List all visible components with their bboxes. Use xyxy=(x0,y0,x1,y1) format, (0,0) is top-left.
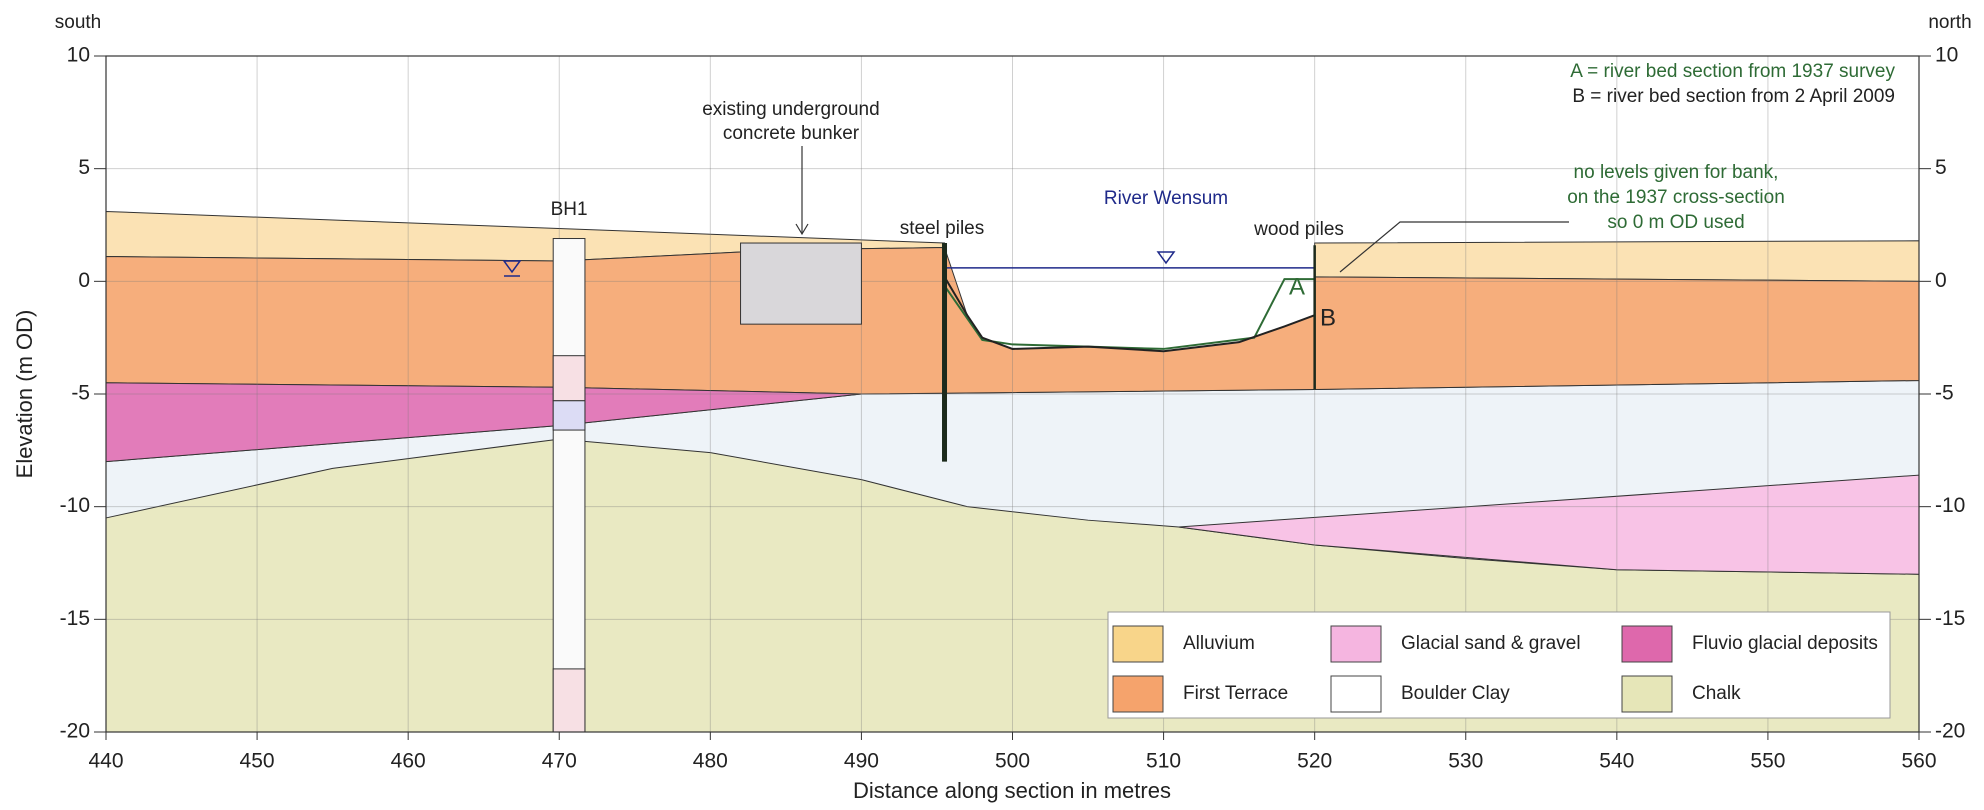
note: no levels given for bank, xyxy=(1574,162,1779,183)
y-tick-label: -20 xyxy=(60,720,90,743)
y2-tick-label: -20 xyxy=(1935,720,1965,743)
legend-label: Glacial sand & gravel xyxy=(1401,633,1581,654)
legend-swatch xyxy=(1622,676,1672,712)
note: on the 1937 cross-section xyxy=(1567,187,1785,208)
note: so 0 m OD used xyxy=(1607,212,1744,233)
y-tick-label: -10 xyxy=(60,494,90,517)
borehole-label: BH1 xyxy=(551,199,588,220)
y2-tick-label: -15 xyxy=(1935,607,1965,630)
y2-tick-label: 10 xyxy=(1935,44,1958,67)
direction-label: north xyxy=(1928,12,1971,33)
y-tick-label: 10 xyxy=(67,44,90,67)
x-tick-label: 450 xyxy=(240,750,275,773)
y2-tick-label: 0 xyxy=(1935,269,1947,292)
x-tick-label: 560 xyxy=(1901,750,1936,773)
pile-label: wood piles xyxy=(1253,219,1344,240)
legend-swatch xyxy=(1331,676,1381,712)
page: south north Distance along section in me… xyxy=(0,0,1984,805)
x-tick-label: 550 xyxy=(1750,750,1785,773)
legend-swatch xyxy=(1113,626,1163,662)
borehole-segment xyxy=(553,356,585,401)
y2-tick-label: -5 xyxy=(1935,382,1954,405)
direction-label: south xyxy=(55,12,101,33)
legend-swatch xyxy=(1331,626,1381,662)
y-axis-title: Elevation (m OD) xyxy=(12,310,37,479)
x-tick-label: 440 xyxy=(88,750,123,773)
x-tick-label: 490 xyxy=(844,750,879,773)
y2-tick-label: 5 xyxy=(1935,156,1947,179)
legend-label: Chalk xyxy=(1692,683,1741,704)
legend-label: Boulder Clay xyxy=(1401,683,1510,704)
legend-swatch xyxy=(1113,676,1163,712)
river-bed-label: B xyxy=(1320,304,1336,331)
y2-tick-label: -10 xyxy=(1935,494,1965,517)
y-tick-label: 0 xyxy=(78,269,90,292)
x-tick-label: 510 xyxy=(1146,750,1181,773)
x-tick-label: 530 xyxy=(1448,750,1483,773)
bunker-label: existing underground xyxy=(702,99,879,120)
bunker xyxy=(741,243,862,324)
x-tick-label: 540 xyxy=(1599,750,1634,773)
borehole-segment xyxy=(553,669,585,732)
legend-label: Fluvio glacial deposits xyxy=(1692,633,1878,654)
borehole-segment xyxy=(553,401,585,430)
pile-label: steel piles xyxy=(900,218,985,239)
x-tick-label: 460 xyxy=(391,750,426,773)
river-bed-label: A xyxy=(1289,273,1305,300)
borehole xyxy=(553,239,585,732)
river-label: River Wensum xyxy=(1104,188,1228,209)
legend-swatch xyxy=(1622,626,1672,662)
y-tick-label: -15 xyxy=(60,607,90,630)
river-bed-key: B = river bed section from 2 April 2009 xyxy=(1572,86,1895,107)
y-tick-label: -5 xyxy=(71,382,90,405)
x-tick-label: 500 xyxy=(995,750,1030,773)
x-tick-label: 470 xyxy=(542,750,577,773)
x-tick-label: 480 xyxy=(693,750,728,773)
water-table-symbol xyxy=(1158,252,1174,263)
legend-label: First Terrace xyxy=(1183,683,1288,704)
x-tick-label: 520 xyxy=(1297,750,1332,773)
x-axis-title: Distance along section in metres xyxy=(853,778,1171,803)
chart: south north Distance along section in me… xyxy=(0,0,1984,805)
legend-label: Alluvium xyxy=(1183,633,1255,654)
legend: Alluvium First Terrace Glacial sand & grav… xyxy=(1108,612,1890,718)
river-bed-key: A = river bed section from 1937 survey xyxy=(1570,61,1895,82)
bunker-label: concrete bunker xyxy=(723,123,860,144)
y-tick-label: 5 xyxy=(78,156,90,179)
